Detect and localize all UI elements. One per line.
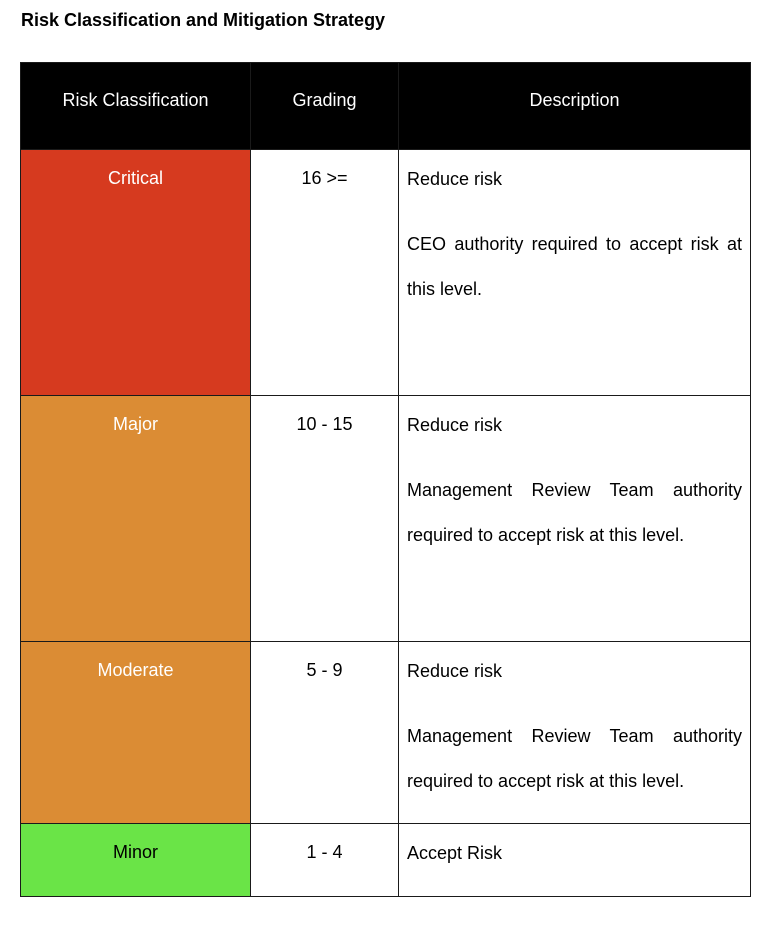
grading-cell: 10 - 15	[250, 395, 399, 642]
header-grading: Grading	[250, 62, 399, 150]
description-detail: Management Review Team authority require…	[407, 480, 742, 545]
description-action: Reduce risk	[407, 169, 503, 189]
grading-cell: 5 - 9	[250, 641, 399, 824]
description-cell: Reduce risk Management Review Team autho…	[398, 641, 751, 824]
description-detail: Management Review Team authority require…	[407, 726, 742, 791]
description-action: Accept Risk	[407, 843, 503, 863]
classification-label: Critical	[107, 168, 163, 188]
description-action: Reduce risk	[407, 661, 503, 681]
classification-cell: Critical	[20, 149, 251, 396]
classification-label: Major	[112, 414, 158, 434]
table-row-moderate: Moderate 5 - 9 Reduce risk Management Re…	[20, 641, 751, 824]
grading-value: 1 - 4	[306, 842, 343, 862]
document-title: Risk Classification and Mitigation Strat…	[21, 10, 386, 30]
classification-cell: Major	[20, 395, 251, 642]
table-row-major: Major 10 - 15 Reduce risk Management Rev…	[20, 395, 751, 642]
table-header-row: Risk Classification Grading Description	[20, 62, 751, 150]
grading-cell: 16 >=	[250, 149, 399, 396]
grading-value: 5 - 9	[306, 660, 343, 680]
table-row-minor: Minor 1 - 4 Accept Risk	[20, 823, 751, 897]
description-action: Reduce risk	[407, 415, 503, 435]
classification-cell: Moderate	[20, 641, 251, 824]
description-cell: Reduce risk Management Review Team autho…	[398, 395, 751, 642]
table-row-critical: Critical 16 >= Reduce risk CEO authority…	[20, 149, 751, 396]
classification-label: Moderate	[97, 660, 174, 680]
grading-value: 16 >=	[301, 168, 348, 188]
header-risk-classification: Risk Classification	[20, 62, 251, 150]
grading-cell: 1 - 4	[250, 823, 399, 897]
risk-classification-table: Risk Classification Grading Description …	[20, 62, 751, 897]
grading-value: 10 - 15	[296, 414, 353, 434]
description-cell: Reduce risk CEO authority required to ac…	[398, 149, 751, 396]
description-cell: Accept Risk	[398, 823, 751, 897]
classification-cell: Minor	[20, 823, 251, 897]
classification-label: Minor	[112, 842, 158, 862]
description-detail: CEO authority required to accept risk at…	[407, 234, 742, 299]
header-description: Description	[398, 62, 751, 150]
